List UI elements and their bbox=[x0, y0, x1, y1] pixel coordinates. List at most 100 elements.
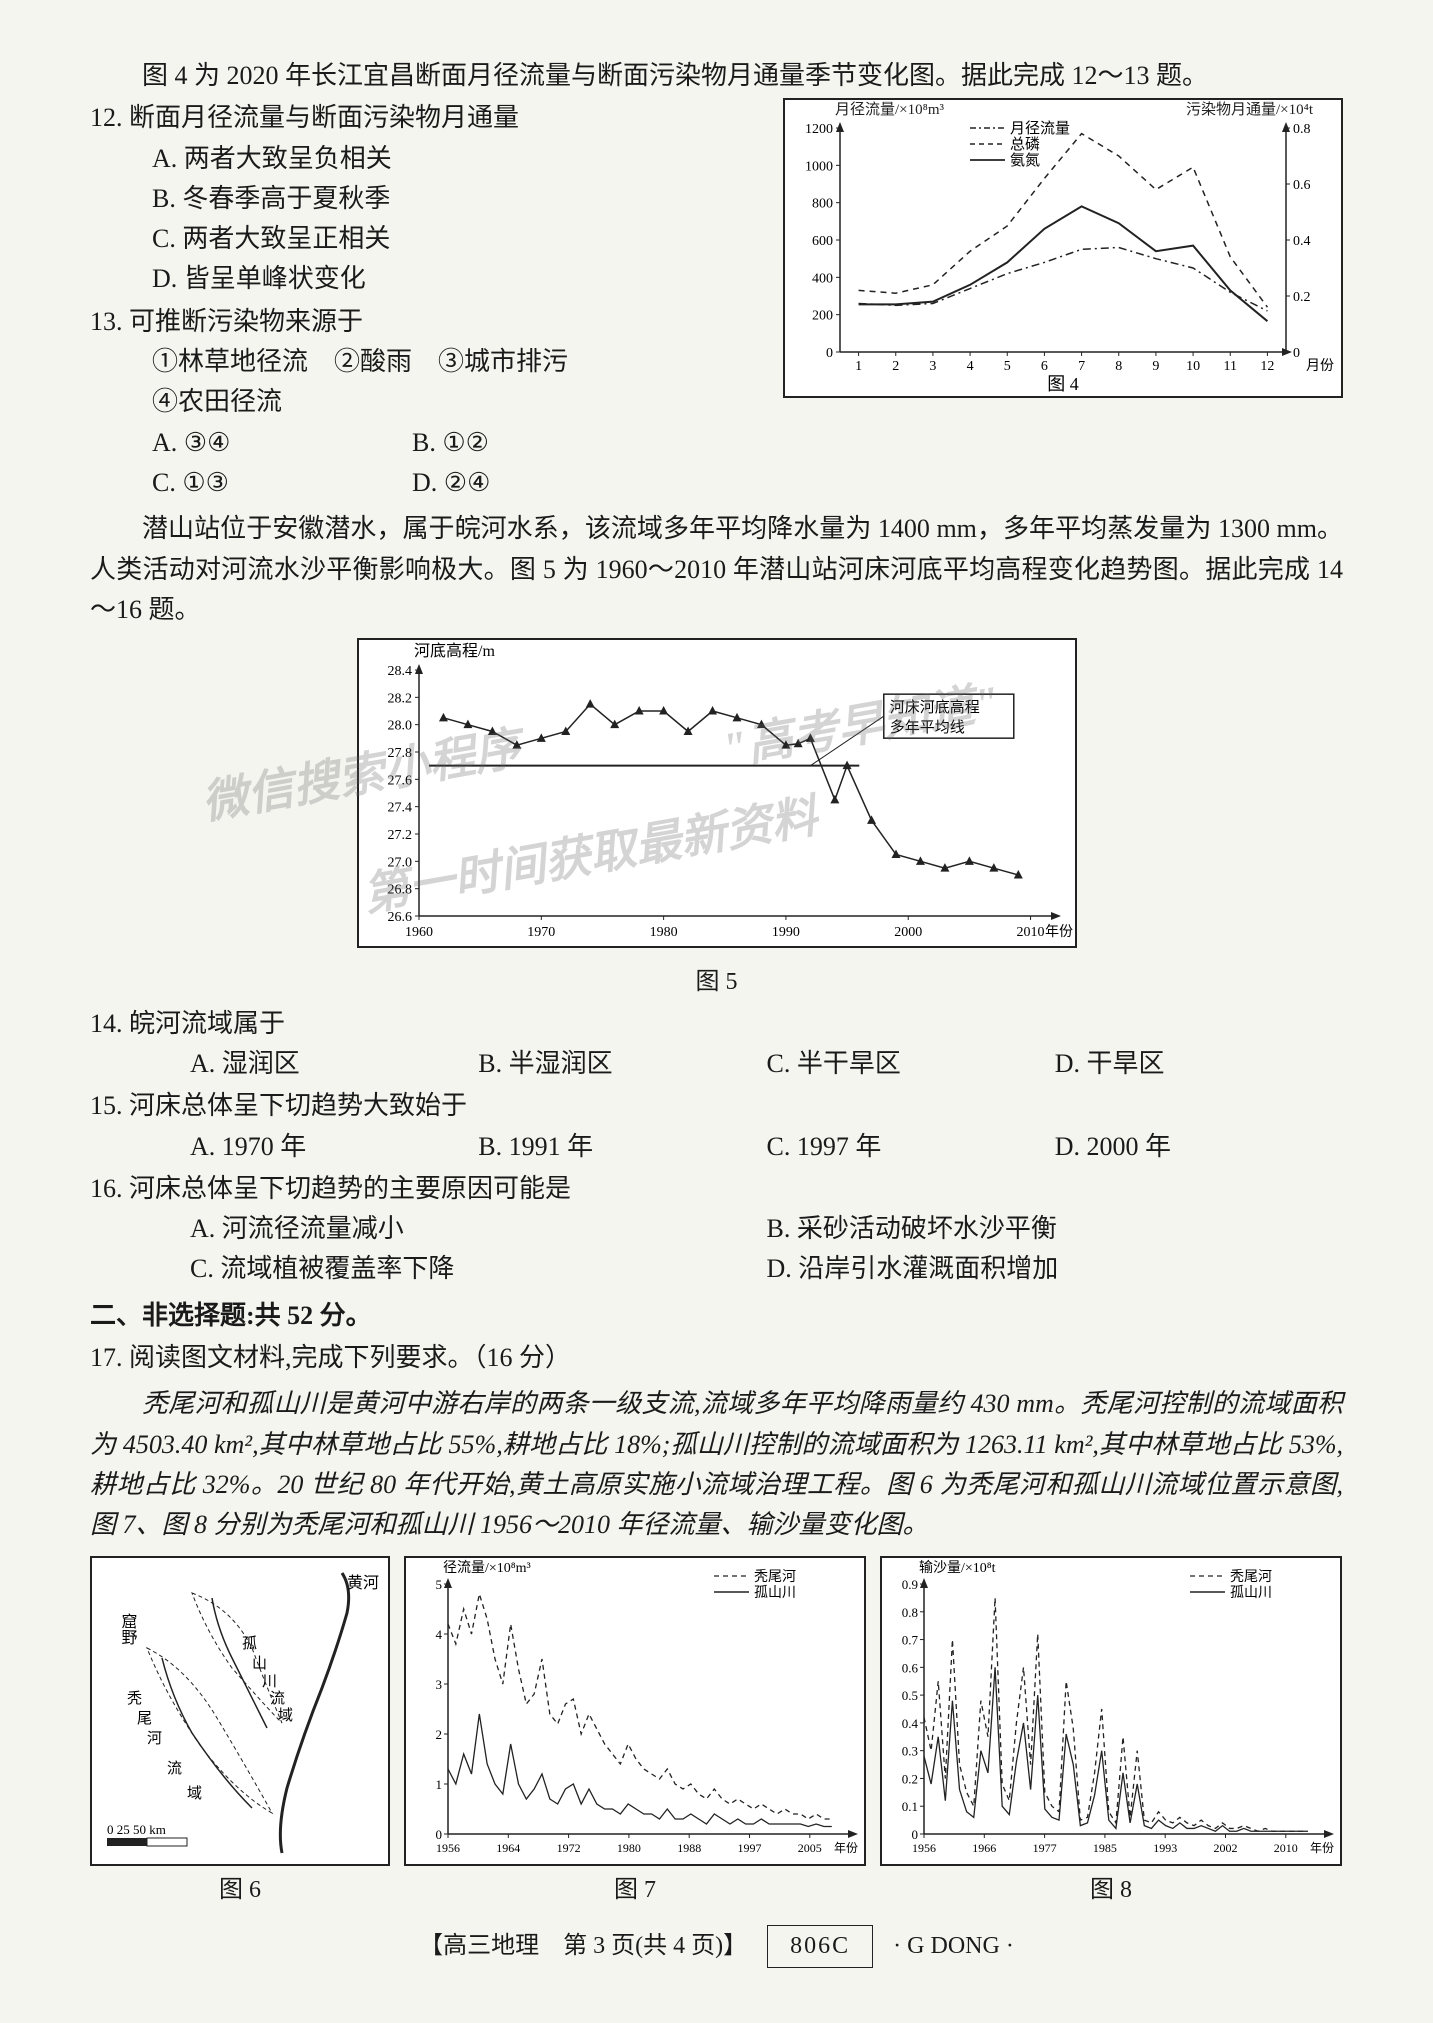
svg-text:尾: 尾 bbox=[137, 1711, 152, 1727]
svg-text:600: 600 bbox=[812, 234, 833, 249]
footer-center: 【高三地理 第 3 页(共 4 页)】 bbox=[419, 1928, 747, 1965]
svg-text:山: 山 bbox=[252, 1655, 267, 1672]
q16-opt-a: A. 河流径流量减小 bbox=[190, 1209, 767, 1249]
q12-stem: 断面月径流量与断面污染物月通量 bbox=[129, 103, 519, 132]
svg-text:月径流量: 月径流量 bbox=[1010, 120, 1070, 137]
chart-7: 径流量/×10⁸m³秃尾河孤山川012345195619641972198019… bbox=[404, 1556, 866, 1866]
chart-4: 月径流量/×10⁸m³污染物月通量/×10⁴t月径流量总磷氨氮020040060… bbox=[783, 98, 1343, 398]
svg-text:3: 3 bbox=[436, 1677, 443, 1692]
svg-text:1964: 1964 bbox=[496, 1841, 520, 1855]
q16-opt-d: D. 沿岸引水灌溉面积增加 bbox=[767, 1249, 1344, 1289]
svg-text:27.4: 27.4 bbox=[387, 801, 412, 816]
svg-text:2005: 2005 bbox=[798, 1841, 822, 1855]
question-17: 17. 阅读图文材料,完成下列要求。（16 分） bbox=[90, 1338, 1343, 1378]
svg-text:污染物月通量/×10⁴t: 污染物月通量/×10⁴t bbox=[1186, 101, 1314, 118]
svg-text:1970: 1970 bbox=[527, 925, 555, 940]
svg-text:11: 11 bbox=[1224, 359, 1237, 374]
q16-stem: 河床总体呈下切趋势的主要原因可能是 bbox=[129, 1174, 571, 1203]
svg-text:0.8: 0.8 bbox=[1293, 122, 1311, 137]
q14-opt-c: C. 半干旱区 bbox=[767, 1044, 1055, 1084]
chart-5: 河底高程/m26.626.827.027.227.427.627.828.028… bbox=[357, 638, 1077, 948]
q15-opt-d: D. 2000 年 bbox=[1055, 1127, 1343, 1167]
svg-text:川: 川 bbox=[262, 1674, 277, 1690]
q14-stem: 皖河流域属于 bbox=[129, 1009, 285, 1038]
svg-text:7: 7 bbox=[1078, 359, 1085, 374]
svg-text:2010: 2010 bbox=[1274, 1841, 1298, 1855]
q17-num: 17. bbox=[90, 1343, 123, 1372]
svg-text:图 4: 图 4 bbox=[1047, 374, 1079, 394]
q14-num: 14. bbox=[90, 1009, 123, 1038]
svg-text:0: 0 bbox=[436, 1827, 443, 1842]
svg-text:0.4: 0.4 bbox=[902, 1715, 919, 1730]
svg-text:月径流量/×10⁸m³: 月径流量/×10⁸m³ bbox=[835, 101, 945, 118]
q13-stem: 可推断污染物来源于 bbox=[129, 307, 363, 336]
q16-opt-b: B. 采砂活动破坏水沙平衡 bbox=[767, 1209, 1344, 1249]
svg-text:1: 1 bbox=[855, 359, 862, 374]
chart5-caption: 图 5 bbox=[90, 964, 1343, 1001]
chart-6-map: 黄河窟野孤山川流域秃尾河流域0 25 50 km bbox=[90, 1556, 390, 1866]
q17-stem: 阅读图文材料,完成下列要求。（16 分） bbox=[129, 1343, 571, 1372]
svg-text:0.5: 0.5 bbox=[902, 1688, 918, 1703]
q16-num: 16. bbox=[90, 1174, 123, 1203]
svg-text:1960: 1960 bbox=[405, 925, 433, 940]
q13-opt-a: A. ③④ bbox=[152, 423, 412, 463]
svg-text:1000: 1000 bbox=[805, 160, 833, 175]
svg-text:2: 2 bbox=[892, 359, 899, 374]
svg-text:27.8: 27.8 bbox=[387, 746, 412, 761]
svg-text:0.2: 0.2 bbox=[1293, 290, 1311, 305]
svg-text:9: 9 bbox=[1152, 359, 1159, 374]
svg-text:年份: 年份 bbox=[1045, 924, 1073, 940]
svg-text:800: 800 bbox=[812, 197, 833, 212]
q15-opt-c: C. 1997 年 bbox=[767, 1127, 1055, 1167]
svg-text:流: 流 bbox=[270, 1690, 285, 1707]
svg-text:1966: 1966 bbox=[972, 1841, 996, 1855]
svg-text:0.4: 0.4 bbox=[1293, 234, 1311, 249]
svg-text:1997: 1997 bbox=[737, 1841, 761, 1855]
svg-text:1956: 1956 bbox=[912, 1841, 936, 1855]
svg-text:河: 河 bbox=[147, 1730, 162, 1747]
svg-text:26.6: 26.6 bbox=[387, 910, 412, 925]
svg-text:0.9: 0.9 bbox=[902, 1577, 918, 1592]
svg-text:0.6: 0.6 bbox=[1293, 178, 1311, 193]
svg-text:河底高程/m: 河底高程/m bbox=[414, 642, 495, 660]
svg-text:8: 8 bbox=[1115, 359, 1122, 374]
q15-stem: 河床总体呈下切趋势大致始于 bbox=[129, 1091, 467, 1120]
question-15: 15. 河床总体呈下切趋势大致始于 bbox=[90, 1086, 1343, 1126]
svg-text:0.2: 0.2 bbox=[902, 1771, 918, 1786]
svg-text:流: 流 bbox=[167, 1760, 182, 1777]
intro-14-16: 潜山站位于安徽潜水，属于皖河水系，该流域多年平均降水量为 1400 mm，多年平… bbox=[90, 509, 1343, 630]
svg-text:1980: 1980 bbox=[649, 925, 677, 940]
svg-text:2002: 2002 bbox=[1213, 1841, 1237, 1855]
svg-text:0.8: 0.8 bbox=[902, 1604, 918, 1619]
q15-num: 15. bbox=[90, 1091, 123, 1120]
svg-text:2: 2 bbox=[436, 1727, 443, 1742]
q16-opt-c: C. 流域植被覆盖率下降 bbox=[190, 1249, 767, 1289]
svg-text:年份: 年份 bbox=[834, 1841, 858, 1855]
svg-text:10: 10 bbox=[1186, 359, 1200, 374]
svg-text:0 25 50 km: 0 25 50 km bbox=[107, 1822, 166, 1837]
chart-8: 输沙量/×10⁸t秃尾河孤山川00.10.20.30.40.50.60.70.8… bbox=[880, 1556, 1342, 1866]
q13-opt-d: D. ②④ bbox=[412, 463, 490, 503]
svg-text:年份: 年份 bbox=[1310, 1841, 1334, 1855]
svg-text:1988: 1988 bbox=[677, 1841, 701, 1855]
svg-text:5: 5 bbox=[1004, 359, 1011, 374]
q13-num: 13. bbox=[90, 307, 123, 336]
svg-text:域: 域 bbox=[278, 1707, 293, 1724]
svg-text:1972: 1972 bbox=[557, 1841, 581, 1855]
svg-text:28.2: 28.2 bbox=[387, 691, 412, 706]
svg-text:黄河: 黄河 bbox=[347, 1574, 379, 1592]
svg-text:4: 4 bbox=[967, 359, 974, 374]
svg-text:秃尾河: 秃尾河 bbox=[754, 1569, 796, 1585]
question-14: 14. 皖河流域属于 bbox=[90, 1004, 1343, 1044]
svg-text:窟野: 窟野 bbox=[119, 1613, 138, 1645]
svg-text:27.2: 27.2 bbox=[387, 828, 412, 843]
q13-opt-b: B. ①② bbox=[412, 423, 489, 463]
svg-text:28.0: 28.0 bbox=[387, 719, 412, 734]
svg-text:2010: 2010 bbox=[1016, 925, 1044, 940]
svg-text:3: 3 bbox=[929, 359, 936, 374]
svg-text:200: 200 bbox=[812, 309, 833, 324]
svg-text:1956: 1956 bbox=[436, 1841, 460, 1855]
svg-text:5: 5 bbox=[436, 1577, 443, 1592]
q14-opt-a: A. 湿润区 bbox=[190, 1044, 478, 1084]
q15-opt-b: B. 1991 年 bbox=[478, 1127, 766, 1167]
